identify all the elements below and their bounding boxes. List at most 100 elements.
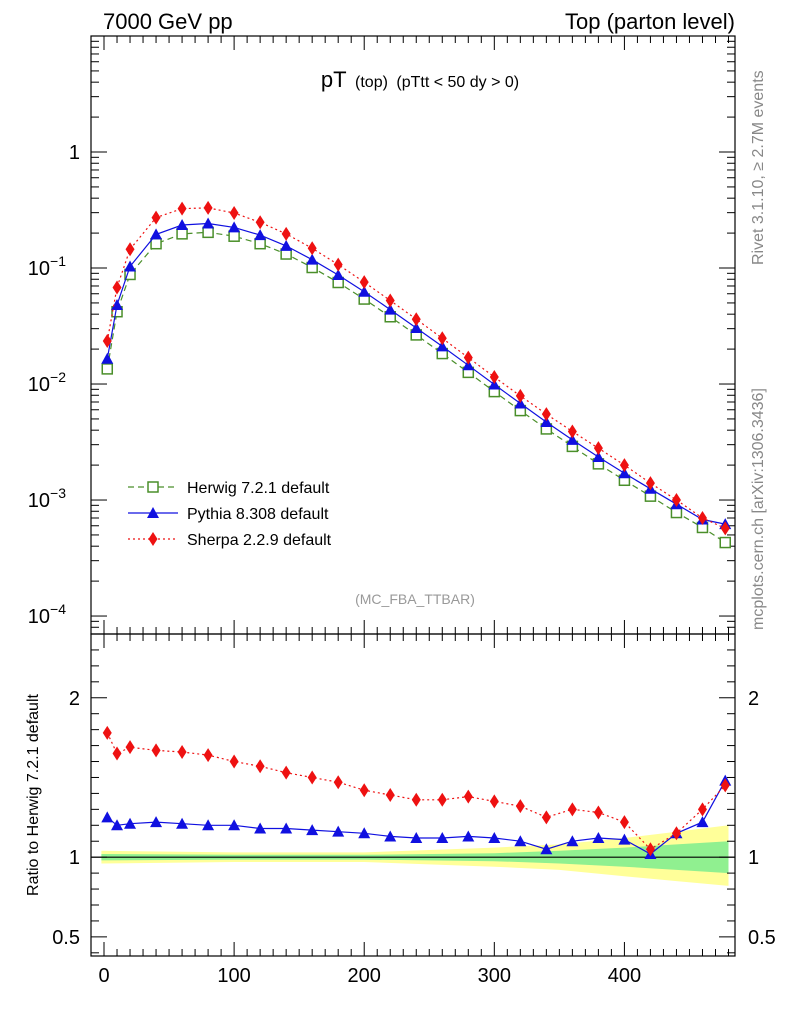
rivet-label: Rivet 3.1.10, ≥ 2.7M events	[750, 70, 767, 265]
ratio-point-sherpa	[411, 792, 421, 807]
point-pythia	[488, 378, 501, 390]
ratio-point-sherpa	[307, 770, 317, 785]
point-pythia	[306, 253, 319, 265]
ratio-ytick-label: 2	[69, 688, 80, 710]
ratio-point-sherpa	[619, 815, 629, 830]
analysis-tag: (MC_FBA_TTBAR)	[355, 591, 475, 607]
ratio-point-sherpa	[359, 783, 369, 798]
ratio-point-pythia	[488, 832, 501, 844]
point-pythia	[358, 285, 371, 297]
ratio-point-pythia	[566, 835, 579, 847]
point-sherpa	[437, 331, 447, 346]
main-ytick-label: 10−1	[28, 253, 66, 280]
plot-title-sub1: (top)	[355, 74, 388, 91]
point-sherpa	[203, 200, 213, 215]
point-sherpa	[125, 242, 135, 257]
point-pythia	[202, 217, 215, 229]
point-sherpa	[593, 441, 603, 456]
point-sherpa	[359, 275, 369, 290]
ratio-ylabel: Ratio to Herwig 7.2.1 default	[25, 694, 42, 896]
point-sherpa	[671, 493, 681, 508]
ratio-point-pythia	[306, 824, 319, 836]
ratio-point-sherpa	[385, 788, 395, 802]
point-pythia	[592, 450, 605, 462]
ratio-point-sherpa	[720, 778, 730, 793]
xtick-label: 300	[478, 965, 511, 987]
point-pythia	[176, 218, 189, 230]
ratio-point-pythia	[332, 825, 345, 837]
point-pythia	[436, 340, 449, 352]
main-axes: 10−4 10−3 10−2 10−1 1	[28, 36, 735, 635]
point-sherpa	[567, 424, 577, 439]
point-sherpa	[619, 458, 629, 473]
ratio-point-sherpa	[671, 826, 681, 841]
point-sherpa	[281, 226, 291, 241]
point-pythia	[228, 221, 241, 233]
legend-marker-herwig	[147, 481, 159, 493]
point-pythia	[280, 239, 293, 251]
point-pythia	[150, 228, 163, 240]
point-pythia	[514, 397, 527, 409]
ratio-point-pythia	[514, 835, 527, 847]
ratio-ytick-label-right: 1	[748, 847, 759, 869]
point-herwig	[202, 226, 214, 239]
ratio-point-sherpa	[281, 765, 291, 780]
ratio-point-pythia	[592, 832, 605, 844]
point-sherpa	[645, 476, 655, 491]
point-pythia	[618, 467, 631, 479]
ratio-point-pythia	[384, 830, 397, 842]
point-sherpa	[515, 388, 525, 403]
point-sherpa	[489, 369, 499, 384]
point-sherpa	[102, 333, 112, 348]
ratio-point-pythia	[358, 827, 371, 839]
legend-label-pythia: Pythia 8.308 default	[187, 506, 329, 523]
legend: Herwig 7.2.1 default Pythia 8.308 default…	[128, 480, 332, 549]
ratio-axes: 0 100 200 300 400 0.5 0.5 1 1 2 2	[52, 634, 776, 987]
xtick-label: 100	[217, 965, 250, 987]
ratio-point-sherpa	[255, 759, 265, 774]
main-ytick-label: 10−2	[28, 369, 66, 396]
point-sherpa	[177, 201, 187, 216]
point-pythia	[410, 322, 423, 334]
mcplots-label: mcplots.cern.ch [arXiv:1306.3436]	[750, 388, 767, 630]
plot-title: pT (top) (pTtt < 50 dy > 0)	[321, 67, 519, 92]
ratio-ytick-label-right: 0.5	[748, 927, 776, 949]
ratio-point-sherpa	[645, 842, 655, 857]
ratio-point-sherpa	[151, 743, 161, 758]
ratio-point-pythia	[124, 817, 137, 829]
point-sherpa	[112, 280, 122, 295]
ratio-point-pythia	[436, 832, 449, 844]
ratio-point-sherpa	[203, 748, 213, 763]
ratio-point-sherpa	[437, 792, 447, 807]
point-pythia	[101, 352, 114, 364]
header-left: 7000 GeV pp	[103, 9, 233, 34]
point-herwig	[254, 237, 266, 250]
ratio-point-sherpa	[177, 744, 187, 759]
point-sherpa	[151, 210, 161, 225]
ratio-point-sherpa	[125, 740, 135, 755]
ratio-frame	[90, 633, 736, 957]
point-pythia	[111, 298, 124, 310]
point-sherpa	[411, 312, 421, 327]
ratio-point-pythia	[254, 822, 267, 834]
legend-label-sherpa: Sherpa 2.2.9 default	[187, 532, 332, 549]
point-pythia	[462, 359, 475, 371]
point-sherpa	[463, 350, 473, 365]
ratio-point-pythia	[462, 830, 475, 842]
point-sherpa	[255, 215, 265, 230]
xtick-label: 200	[348, 965, 381, 987]
series-line-pythia	[106, 222, 726, 525]
ratio-point-pythia	[176, 817, 189, 829]
point-sherpa	[697, 510, 707, 525]
ratio-point-pythia	[618, 833, 631, 845]
point-sherpa	[720, 521, 730, 536]
point-pythia	[566, 433, 579, 445]
ratio-ytick-label-right: 2	[748, 688, 759, 710]
point-herwig	[228, 230, 240, 242]
legend-marker-sherpa	[148, 532, 158, 546]
ratio-ytick-label: 0.5	[52, 927, 80, 949]
ratio-point-pythia	[101, 811, 114, 823]
xtick-label: 0	[98, 965, 109, 987]
plot-title-sub2: (pTtt < 50 dy > 0)	[396, 74, 519, 91]
ratio-point-sherpa	[112, 746, 122, 761]
